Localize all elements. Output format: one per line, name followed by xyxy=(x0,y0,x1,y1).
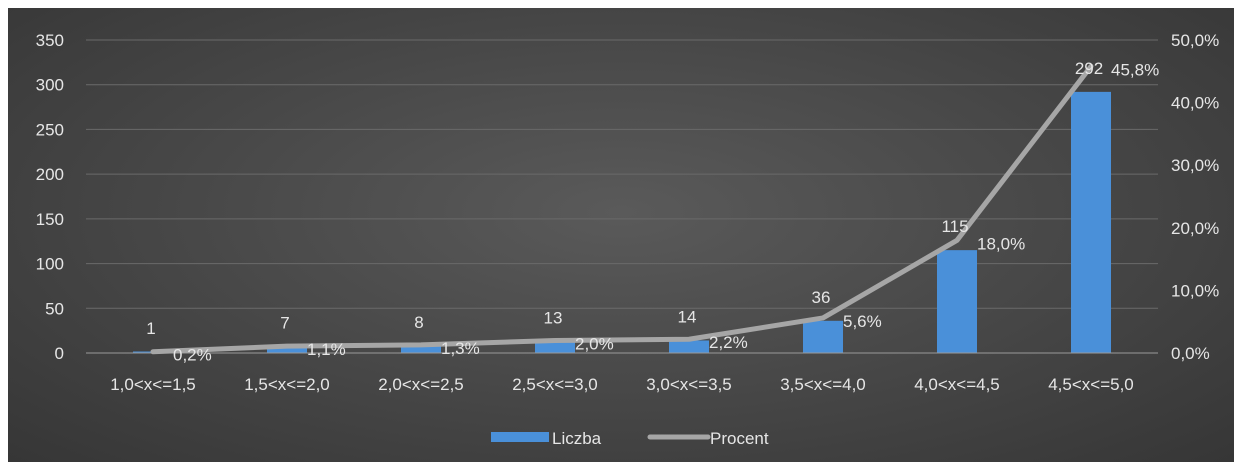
line-data-label: 18,0% xyxy=(977,234,1025,253)
y2-tick-label: 30,0% xyxy=(1171,156,1219,175)
legend-label-bar: Liczba xyxy=(552,429,602,448)
y2-tick-label: 0,0% xyxy=(1171,344,1210,363)
x-category-label: 2,5<x<=3,0 xyxy=(512,375,598,394)
y-tick-label: 100 xyxy=(36,255,64,274)
bar-data-label: 1 xyxy=(146,319,155,338)
bar xyxy=(669,340,709,353)
y-tick-label: 300 xyxy=(36,76,64,95)
x-category-label: 1,5<x<=2,0 xyxy=(244,375,330,394)
y-tick-label: 150 xyxy=(36,210,64,229)
line-data-label: 5,6% xyxy=(843,312,882,331)
bar xyxy=(401,345,441,353)
bar-data-labels: 1 7 8 13 14 36 115 292 xyxy=(146,59,1103,338)
y-tick-label: 250 xyxy=(36,120,64,139)
bar xyxy=(267,346,307,353)
x-category-label: 4,0<x<=4,5 xyxy=(914,375,1000,394)
bar xyxy=(803,320,843,353)
chart-area: 0 50 100 150 200 250 300 350 0,0% 10,0% 20,0% 30,0… xyxy=(8,8,1234,462)
bar-data-label: 115 xyxy=(941,217,968,236)
bar-series xyxy=(133,91,1111,354)
x-category-label: 2,0<x<=2,5 xyxy=(378,375,464,394)
y2-tick-label: 40,0% xyxy=(1171,94,1219,113)
x-axis-categories: 1,0<x<=1,5 1,5<x<=2,0 2,0<x<=2,5 2,5<x<=3,0… xyxy=(110,375,1134,394)
bar-data-label: 36 xyxy=(812,288,831,307)
bar-data-label: 7 xyxy=(280,314,289,333)
bar xyxy=(535,341,575,353)
line-data-label: 45,8% xyxy=(1111,60,1159,79)
y-tick-label: 200 xyxy=(36,165,64,184)
y2-tick-label: 10,0% xyxy=(1171,281,1219,300)
bar xyxy=(937,250,977,353)
x-category-label: 1,0<x<=1,5 xyxy=(110,375,196,394)
x-category-label: 3,0<x<=3,5 xyxy=(646,375,732,394)
legend-swatch-bar xyxy=(491,432,549,442)
line-data-label: 0,2% xyxy=(173,346,212,365)
legend: Liczba Procent xyxy=(491,429,769,448)
bar-data-label: 292 xyxy=(1075,59,1103,78)
x-category-label: 4,5<x<=5,0 xyxy=(1048,375,1134,394)
line-data-label: 2,2% xyxy=(709,333,748,352)
procent-line xyxy=(150,63,1094,355)
y-tick-label: 350 xyxy=(36,31,64,50)
line-data-label: 2,0% xyxy=(575,334,614,353)
y2-tick-label: 20,0% xyxy=(1171,219,1219,238)
y-tick-label: 0 xyxy=(55,344,64,363)
y-tick-label: 50 xyxy=(45,299,64,318)
line-data-label: 1,3% xyxy=(441,339,480,358)
gridlines xyxy=(86,39,1158,309)
combo-chart: 0 50 100 150 200 250 300 350 0,0% 10,0% 20,0% 30,0… xyxy=(36,31,1220,448)
line-data-label: 1,1% xyxy=(307,340,346,359)
x-category-label: 3,5<x<=4,0 xyxy=(780,375,866,394)
bar xyxy=(1071,91,1111,354)
y-axis-right: 0,0% 10,0% 20,0% 30,0% 40,0% 50,0% xyxy=(1171,31,1219,363)
bar-data-label: 8 xyxy=(414,313,423,332)
bar-data-label: 13 xyxy=(544,308,563,327)
legend-label-line: Procent xyxy=(710,429,769,448)
bar-data-label: 14 xyxy=(678,307,697,326)
y2-tick-label: 50,0% xyxy=(1171,31,1219,50)
line-series xyxy=(150,63,1094,355)
line-data-labels: 0,2% 1,1% 1,3% 2,0% 2,2% 5,6% 18,0% 45,8% xyxy=(173,60,1159,364)
y-axis-left: 0 50 100 150 200 250 300 350 xyxy=(36,31,64,363)
